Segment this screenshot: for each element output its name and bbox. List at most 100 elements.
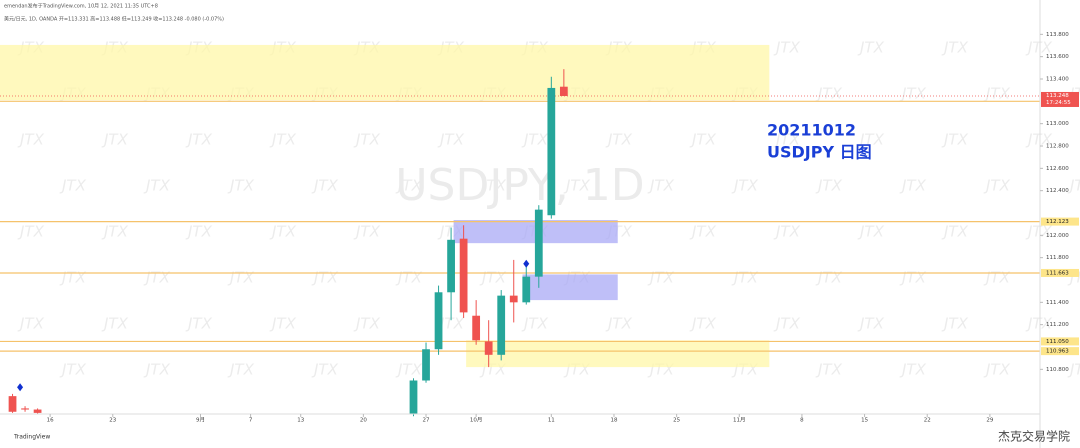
brand-watermark: JTX: [185, 223, 213, 241]
header-ohlc: 美元/日元, 1D, OANDA 开=113.331 高=113.488 低=1…: [4, 16, 224, 23]
last-price-time: 17:24:55: [1046, 100, 1071, 106]
brand-watermark: JTX: [17, 223, 45, 241]
annotation: USDJPY 日图: [767, 143, 872, 162]
brand-watermark: JTX: [521, 315, 549, 333]
brand-watermark: JTX: [185, 131, 213, 149]
brand-watermark: JTX: [689, 315, 717, 333]
brand-watermark: JTX: [1025, 223, 1053, 241]
footer-account: 杰克交易学院: [998, 429, 1070, 444]
header-line: emendan发布于TradingView.com, 10月 12, 2021 …: [4, 3, 158, 10]
zone: [522, 274, 618, 301]
brand-watermark: JTX: [479, 269, 507, 287]
x-tick-label: 15: [861, 418, 868, 424]
brand-watermark: JTX: [59, 177, 87, 195]
level-tag: [1041, 337, 1079, 346]
brand-watermark: JTX: [311, 177, 339, 195]
brand-watermark: JTX: [17, 131, 45, 149]
brand-watermark: JTX: [59, 269, 87, 287]
brand-watermark: JTX: [983, 269, 1011, 287]
y-tick-label: 113.000: [1046, 121, 1069, 127]
candle-body: [522, 276, 531, 303]
brand-watermark: JTX: [731, 177, 759, 195]
brand-watermark: JTX: [563, 177, 591, 195]
x-tick-label: 29: [986, 418, 993, 424]
brand-watermark: JTX: [773, 223, 801, 241]
last-price-tag: [1041, 91, 1079, 107]
brand-watermark: JTX: [521, 131, 549, 149]
brand-watermark: JTX: [899, 269, 927, 287]
candle-body: [409, 380, 418, 414]
brand-watermark: JTX: [353, 131, 381, 149]
brand-watermark: JTX: [101, 223, 129, 241]
brand-watermark: JTX: [773, 315, 801, 333]
brand-watermark: JTX: [647, 177, 675, 195]
footer-logo: TradingView: [13, 434, 50, 441]
plot: [0, 44, 1040, 417]
marker: [523, 259, 530, 268]
x-tick-label: 7: [249, 418, 253, 424]
brand-watermark: JTX: [1025, 39, 1053, 57]
brand-watermark: JTX: [605, 315, 633, 333]
candle-body: [434, 292, 443, 350]
candle-body: [484, 341, 493, 355]
candle-body: [509, 295, 518, 303]
x-tick-label: 25: [673, 418, 680, 424]
y-tick-label: 111.400: [1046, 300, 1069, 306]
x-tick-label: 27: [423, 418, 430, 424]
x-tick-label: 13: [297, 418, 304, 424]
candle-body: [559, 86, 568, 96]
brand-watermark: JTX: [479, 177, 507, 195]
y-tick-label: 111.200: [1046, 322, 1069, 328]
level-tag: [1041, 217, 1079, 226]
brand-watermark: JTX: [395, 177, 423, 195]
candle-body: [8, 396, 17, 412]
x-tick-label: 22: [924, 418, 931, 424]
brand-watermark: JTX: [773, 39, 801, 57]
symbol-watermark: USDJPY, 1D: [395, 160, 644, 211]
x-tick-label: 10月: [470, 417, 483, 424]
candle-body: [459, 238, 468, 313]
zone: [466, 340, 770, 368]
brand-watermark: JTX: [941, 315, 969, 333]
brand-watermark: JTX: [731, 269, 759, 287]
brand-watermark: JTX: [185, 315, 213, 333]
zone: [0, 44, 770, 101]
brand-watermark: JTX: [1025, 315, 1053, 333]
brand-watermark: JTX: [395, 269, 423, 287]
brand-watermark: JTX: [773, 131, 801, 149]
y-tick-label: 113.600: [1046, 54, 1069, 60]
y-tick-label: 110.800: [1046, 367, 1069, 373]
brand-watermark: JTX: [269, 315, 297, 333]
brand-watermark: JTX: [353, 315, 381, 333]
brand-watermark: JTX: [605, 131, 633, 149]
brand-watermark: JTX: [689, 131, 717, 149]
level-tag-label: 111.663: [1046, 270, 1069, 276]
brand-watermark: JTX: [815, 85, 843, 103]
brand-watermark: JTX: [857, 131, 885, 149]
level-tag: [1041, 268, 1079, 277]
brand-watermark: JTX: [143, 269, 171, 287]
candle-body: [534, 209, 543, 277]
x-tick-label: 9月: [196, 417, 205, 424]
brand-watermark: JTX: [1067, 177, 1080, 195]
x-tick-label: 16: [47, 418, 54, 424]
brand-watermark: JTX: [143, 177, 171, 195]
brand-watermark: JTX: [815, 177, 843, 195]
brand-watermark: JTX: [101, 315, 129, 333]
x-tick-label: 20: [360, 418, 367, 424]
level-tag: [1041, 347, 1079, 356]
brand-watermark: JTX: [941, 223, 969, 241]
brand-watermark: JTX: [17, 315, 45, 333]
brand-watermark: JTX: [815, 361, 843, 379]
brand-watermark: JTX: [941, 39, 969, 57]
brand-watermark: JTX: [941, 131, 969, 149]
y-tick-label: 112.400: [1046, 188, 1069, 194]
brand-watermark: JTX: [815, 269, 843, 287]
brand-watermark: JTX: [395, 361, 423, 379]
brand-watermark: JTX: [311, 361, 339, 379]
level-tag-label: 112.123: [1046, 219, 1069, 225]
candle-body: [33, 409, 42, 413]
marker: [17, 383, 24, 392]
brand-watermark: JTX: [983, 177, 1011, 195]
